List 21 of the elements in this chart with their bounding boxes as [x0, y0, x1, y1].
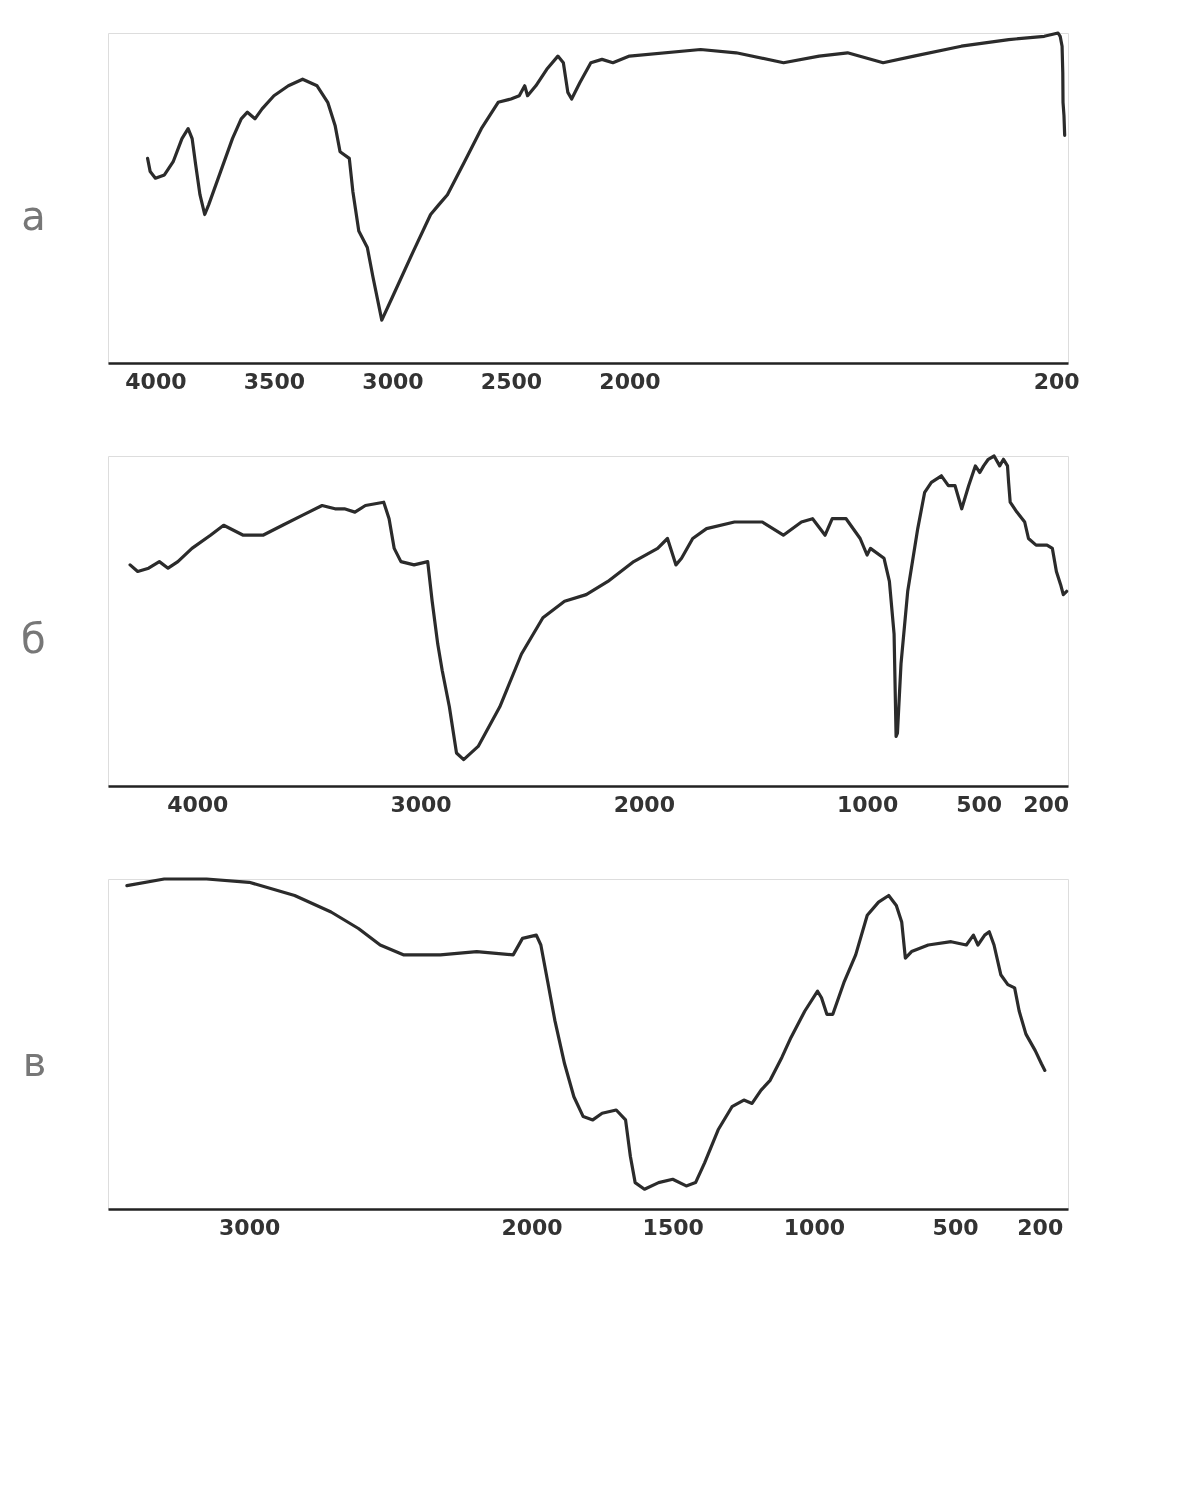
x-tick-label: 4000 — [167, 791, 229, 817]
x-tick-label: 1000 — [836, 791, 899, 817]
x-tick-label: 200 — [1023, 791, 1070, 817]
x-tick-label: 200 — [1033, 368, 1080, 394]
x-tick-label: 2000 — [613, 791, 675, 817]
x-tick-label: 2000 — [501, 1214, 563, 1240]
x-tick-label: 500 — [932, 1214, 979, 1240]
x-tick-label: 200 — [1017, 1214, 1064, 1240]
text: в — [22, 1039, 47, 1085]
x-tick-label: 1000 — [783, 1214, 845, 1240]
x-tick-label: 1500 — [642, 1214, 704, 1240]
x-tick-label: 3000 — [219, 1214, 281, 1240]
x-tick-label: 3500 — [243, 368, 306, 394]
x-tick-label: 3000 — [390, 791, 452, 817]
text: а — [21, 193, 46, 239]
x-tick-label: 500 — [956, 791, 1003, 817]
x-tick-label: 2000 — [599, 368, 661, 394]
text: б — [21, 616, 46, 662]
x-tick-label: 4000 — [125, 368, 187, 394]
x-tick-label: 2500 — [480, 368, 543, 394]
x-tick-label: 3000 — [362, 368, 424, 394]
